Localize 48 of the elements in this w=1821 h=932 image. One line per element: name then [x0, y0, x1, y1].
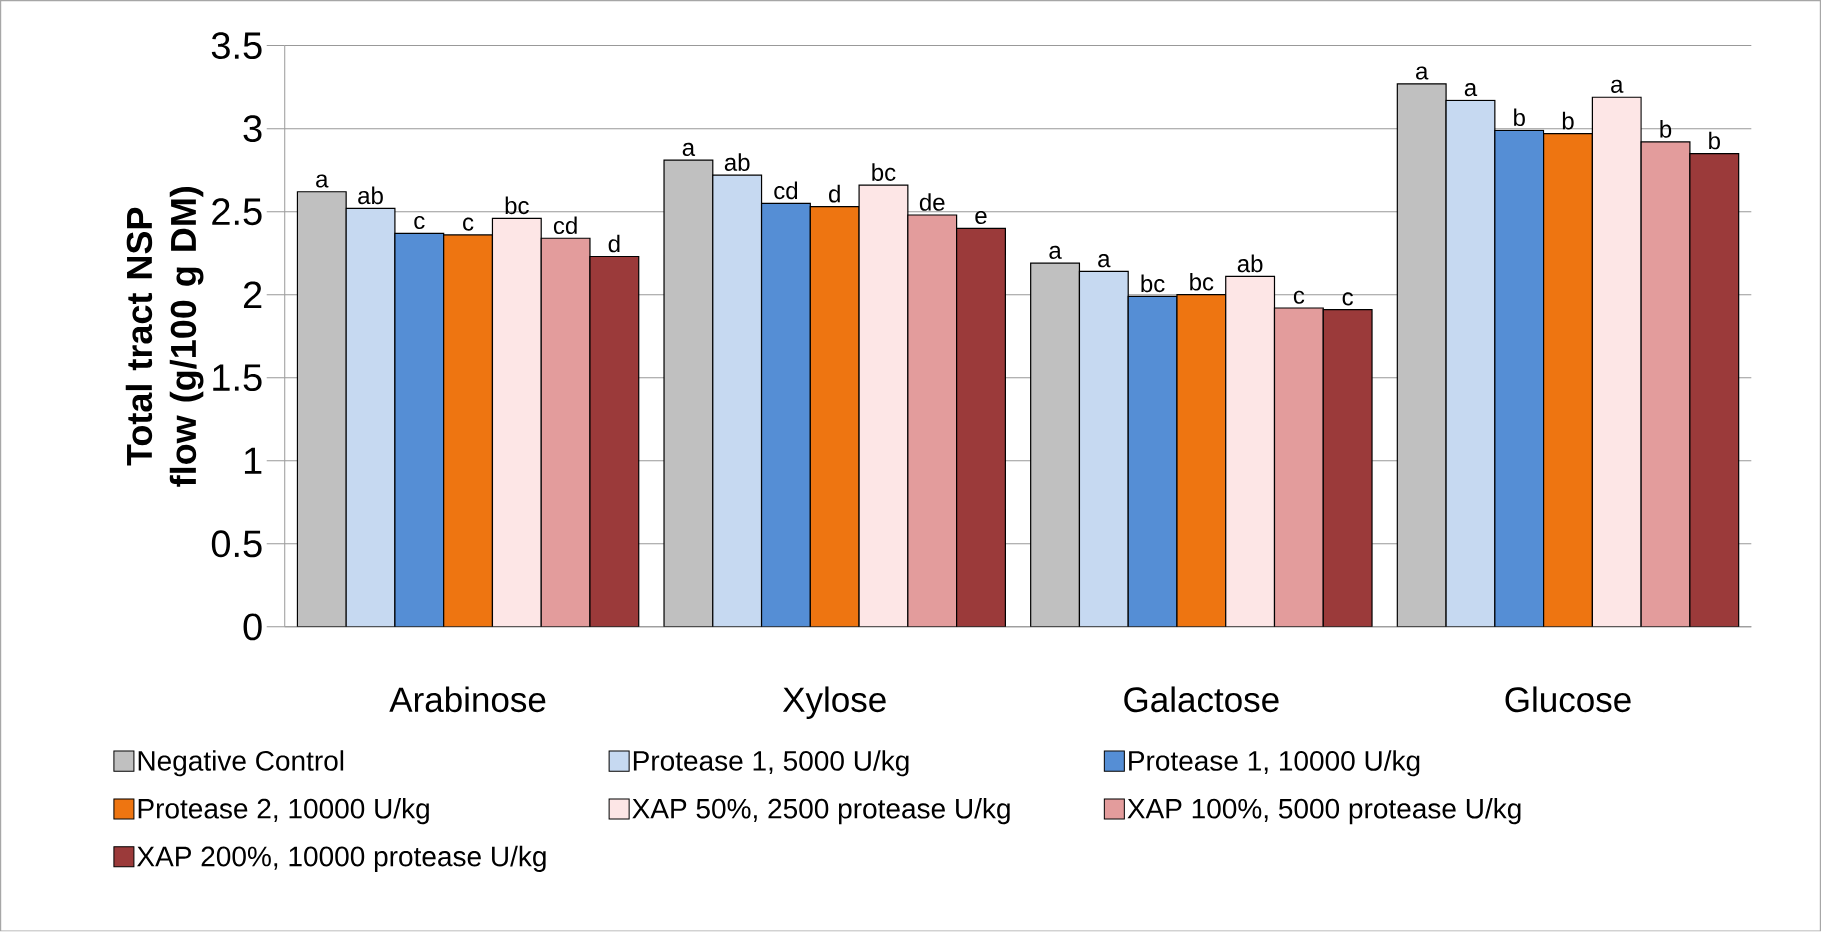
- data-label: d: [829, 185, 840, 203]
- legend-label: Protease 1, 10000 U/kg: [1129, 750, 1420, 777]
- y-tick-label: 2: [243, 281, 262, 309]
- data-label: e: [975, 211, 987, 225]
- data-label: a: [1416, 66, 1429, 80]
- legend-label: XAP 100%, 5000 protease U/kg: [1127, 798, 1521, 825]
- legend-label: XAP 50%, 2500 protease U/kg: [632, 798, 1010, 825]
- data-label: c: [1342, 292, 1354, 306]
- y-tick-label: 0.5: [211, 530, 262, 558]
- data-label: cd: [553, 216, 577, 235]
- y-tick-label: 1.5: [213, 364, 262, 392]
- data-label: a: [1098, 254, 1111, 268]
- data-label: b: [1709, 131, 1720, 150]
- x-tick-label: Glucose: [1505, 686, 1631, 713]
- y-tick-label: 2.5: [212, 198, 262, 226]
- data-label: b: [1660, 120, 1672, 138]
- y-axis-title: Total tract NSP flow (g/100 g DM): [125, 187, 204, 487]
- data-label: b: [1514, 108, 1525, 127]
- data-label: b: [1562, 112, 1574, 130]
- data-label: de: [919, 193, 945, 212]
- y-tick-label: 0: [243, 613, 262, 641]
- legend-label: XAP 200%, 10000 protease U/kg: [137, 846, 546, 873]
- y-tick-label: 1: [244, 447, 262, 475]
- data-label: a: [1049, 246, 1062, 260]
- y-tick-label: 3: [243, 115, 262, 143]
- data-label: a: [1611, 79, 1624, 94]
- data-label: a: [316, 174, 329, 188]
- data-label: ab: [358, 186, 383, 205]
- data-label: c: [1293, 290, 1305, 305]
- y-tick-label: 3.5: [211, 32, 262, 60]
- data-label: bc: [1141, 274, 1165, 293]
- legend-label: Protease 1, 5000 U/kg: [633, 750, 909, 777]
- data-label: a: [682, 143, 696, 157]
- data-label: c: [463, 217, 474, 231]
- legend-label: Negative Control: [138, 750, 344, 777]
- data-label: ab: [1237, 254, 1263, 273]
- data-label: bc: [872, 163, 896, 182]
- data-label: c: [414, 216, 425, 230]
- data-label: ab: [724, 153, 750, 172]
- x-tick-label: Galactose: [1124, 686, 1279, 713]
- data-label: bc: [505, 196, 529, 215]
- data-label: bc: [1190, 273, 1214, 291]
- x-tick-label: Arabinose: [389, 686, 546, 713]
- data-label: d: [608, 234, 620, 253]
- legend-label: Protease 2, 10000 U/kg: [138, 798, 429, 825]
- data-label: a: [1464, 83, 1478, 97]
- data-label: cd: [774, 181, 798, 200]
- x-tick-label: Xylose: [782, 686, 886, 720]
